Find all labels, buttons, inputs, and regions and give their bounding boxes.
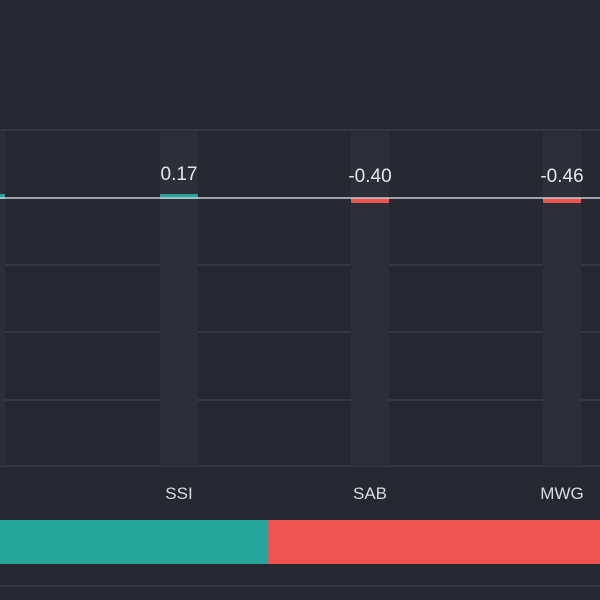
column-band-sab	[351, 132, 389, 466]
balance-negative-segment	[267, 520, 600, 564]
value-label-sab: -0.40	[348, 166, 391, 187]
category-tick-layer: GSSISABMWG	[165, 484, 583, 503]
grid-layer	[0, 129, 600, 467]
column-band-mwg	[543, 132, 581, 466]
tick-label-mwg: MWG	[540, 484, 583, 503]
value-label-layer: 70.17-0.40-0.46	[161, 164, 584, 187]
value-label-ssi: 0.17	[161, 164, 198, 185]
column-band-g	[0, 132, 5, 466]
tick-label-sab: SAB	[353, 484, 387, 503]
column-band-layer	[0, 132, 581, 466]
balance-positive-segment	[0, 520, 267, 564]
column-band-ssi	[160, 132, 198, 466]
value-label-mwg: -0.46	[540, 166, 583, 187]
bar-ssi[interactable]	[160, 194, 198, 199]
tick-label-ssi: SSI	[165, 484, 192, 503]
balance-bar	[0, 520, 600, 587]
bar-g[interactable]	[0, 194, 5, 199]
bar-sab[interactable]	[351, 198, 389, 203]
bar-layer	[0, 194, 600, 203]
bar-mwg[interactable]	[543, 198, 581, 203]
